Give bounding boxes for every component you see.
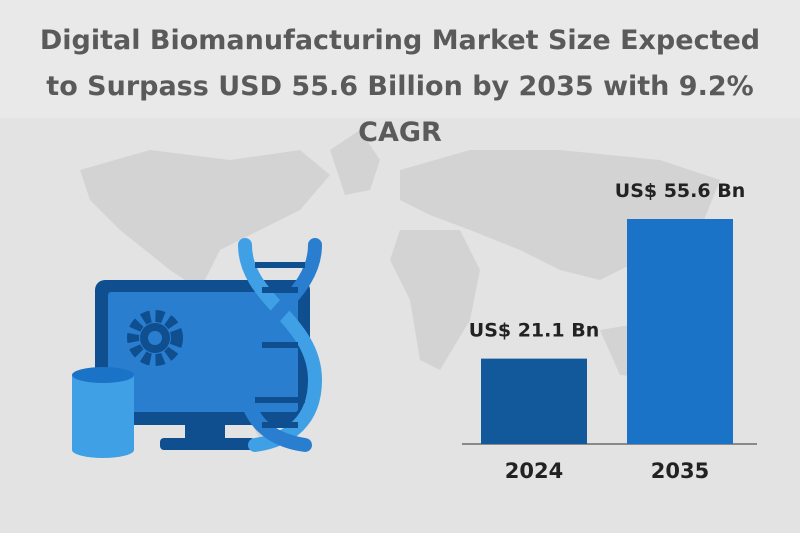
computer-illustration xyxy=(72,238,323,458)
x-tick-label: 2035 xyxy=(651,459,709,483)
bar xyxy=(481,358,587,444)
chart-title: Digital Biomanufacturing Market Size Exp… xyxy=(0,0,800,148)
value-label: US$ 21.1 Bn xyxy=(469,320,599,342)
bar xyxy=(627,219,733,444)
value-label: US$ 55.6 Bn xyxy=(615,180,745,202)
x-tick-label: 2024 xyxy=(505,459,563,483)
